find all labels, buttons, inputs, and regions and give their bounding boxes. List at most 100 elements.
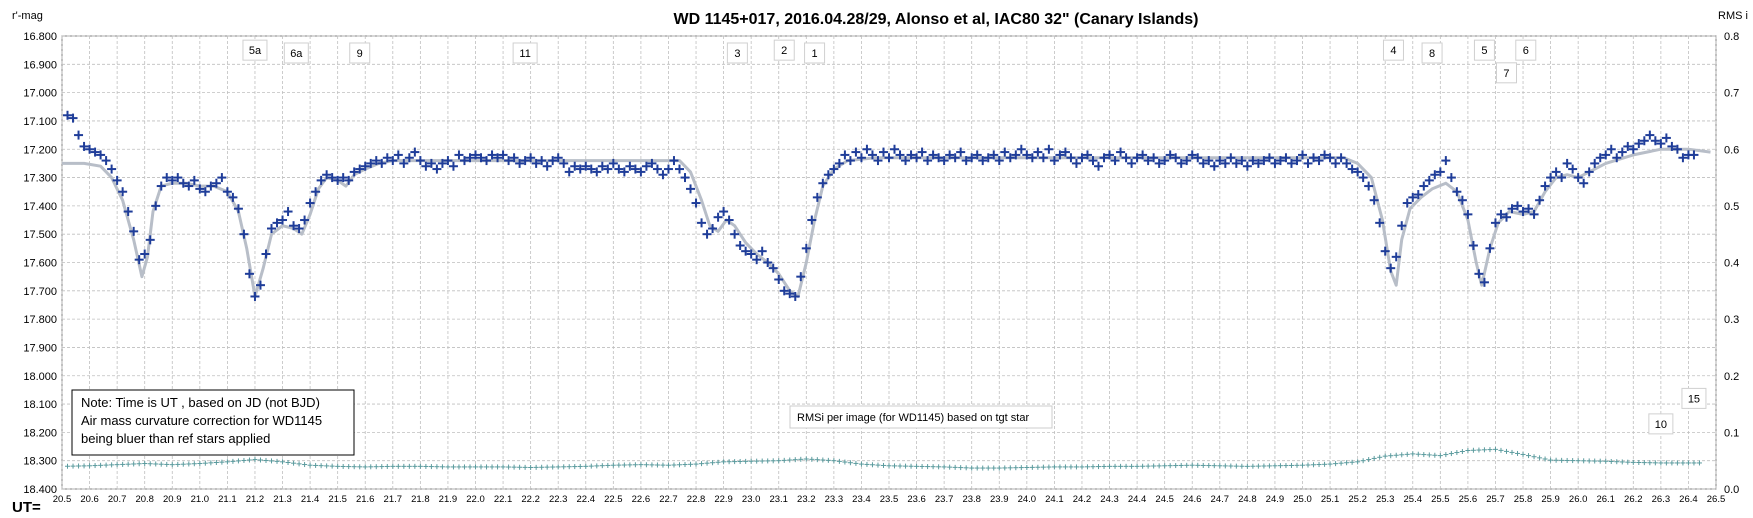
magnitude-point — [1380, 246, 1390, 256]
rms-note: RMSi per image (for WD1145) based on tgt… — [797, 412, 1029, 424]
rms-point — [522, 464, 528, 470]
rms-point — [213, 459, 219, 465]
rms-point — [892, 463, 898, 469]
y-tick-label: 17.200 — [23, 144, 57, 156]
magnitude-point — [1568, 164, 1578, 174]
magnitude-point — [1066, 153, 1076, 163]
rms-point — [1096, 464, 1102, 470]
magnitude-point — [1513, 201, 1523, 211]
magnitude-point — [1540, 181, 1550, 191]
magnitude-point — [812, 192, 822, 202]
x-tick-label: 22.2 — [521, 494, 540, 505]
event-label-11: 11 — [512, 42, 538, 64]
rms-point — [1448, 451, 1454, 457]
rms-point — [1195, 462, 1201, 468]
rms-point — [1680, 460, 1686, 466]
x-tick-label: 21.9 — [439, 494, 458, 505]
magnitude-point — [1689, 150, 1699, 160]
rms-point — [1217, 463, 1223, 469]
rms-point — [395, 463, 401, 469]
magnitude-point — [636, 167, 646, 177]
x-tick-label: 26.0 — [1569, 494, 1588, 505]
magnitude-point — [1116, 147, 1126, 157]
magnitude-point — [134, 255, 144, 265]
rms-point — [517, 464, 523, 470]
rms-point — [1509, 449, 1515, 455]
rms-point — [1559, 457, 1565, 463]
magnitude-point — [96, 150, 106, 160]
magnitude-point — [1479, 277, 1489, 287]
magnitude-point — [1005, 153, 1015, 163]
x-tick-label: 23.7 — [935, 494, 954, 505]
rms-point — [1112, 463, 1118, 469]
rms-point — [1399, 452, 1405, 458]
event-label-15: 15 — [1681, 387, 1707, 409]
x-tick-label: 24.2 — [1073, 494, 1092, 505]
magnitude-point — [862, 144, 872, 154]
rms-point — [313, 462, 319, 468]
rms-point — [869, 462, 875, 468]
magnitude-point — [1165, 150, 1175, 160]
x-tick-label: 22.6 — [632, 494, 651, 505]
x-tick-label: 26.2 — [1624, 494, 1643, 505]
rms-point — [379, 464, 385, 470]
event-label-4: 4 — [1382, 39, 1404, 61]
rms-point — [550, 464, 556, 470]
magnitude-point — [1044, 144, 1054, 154]
event-label-text: 2 — [781, 45, 787, 57]
rms-point — [787, 457, 793, 463]
rms-point — [1178, 462, 1184, 468]
magnitude-point — [1160, 156, 1170, 166]
magnitude-point — [278, 215, 288, 225]
rms-point — [1663, 460, 1669, 466]
magnitude-point — [244, 269, 254, 279]
magnitude-point — [801, 243, 811, 253]
magnitude-point — [184, 181, 194, 191]
magnitude-point — [1176, 158, 1186, 168]
rms-point — [1084, 464, 1090, 470]
rms-point — [153, 461, 159, 467]
magnitude-point — [1535, 195, 1545, 205]
rms-point — [1101, 463, 1107, 469]
magnitude-point — [129, 226, 139, 236]
rms-point — [963, 465, 969, 471]
magnitude-point — [167, 175, 177, 185]
magnitude-point — [515, 158, 525, 168]
magnitude-point — [878, 147, 888, 157]
magnitude-point — [652, 164, 662, 174]
event-label-text: 8 — [1429, 48, 1435, 60]
magnitude-point — [520, 156, 530, 166]
x-tick-label: 23.0 — [742, 494, 761, 505]
magnitude-point — [1094, 161, 1104, 171]
y2-tick-label: 0.4 — [1724, 258, 1739, 270]
magnitude-point — [719, 207, 729, 217]
magnitude-point — [1132, 153, 1142, 163]
rms-point — [1007, 465, 1013, 471]
event-label-text: 6 — [1523, 45, 1529, 57]
rms-point — [1371, 455, 1377, 461]
y2-tick-label: 0.0 — [1724, 484, 1739, 496]
magnitude-point — [978, 156, 988, 166]
rms-point — [1537, 455, 1543, 461]
magnitude-point — [1000, 147, 1010, 157]
magnitude-point — [1011, 150, 1021, 160]
magnitude-point — [884, 153, 894, 163]
rms-point — [660, 462, 666, 468]
x-tick-label: 21.6 — [356, 494, 375, 505]
rms-point — [241, 457, 247, 463]
rms-point — [109, 462, 115, 468]
rms-point — [919, 463, 925, 469]
rms-point — [224, 459, 230, 465]
magnitude-point — [338, 173, 348, 183]
rms-point — [1018, 465, 1024, 471]
rms-point — [473, 464, 478, 470]
rms-point — [467, 464, 473, 470]
rms-point — [985, 465, 991, 471]
rms-point — [302, 462, 308, 468]
magnitude-point — [1143, 156, 1153, 166]
x-tick-label: 21.1 — [218, 494, 237, 505]
x-tick-label: 20.8 — [135, 494, 154, 505]
magnitude-point — [1590, 158, 1600, 168]
magnitude-point — [1298, 150, 1307, 160]
model-curve — [62, 147, 1711, 298]
